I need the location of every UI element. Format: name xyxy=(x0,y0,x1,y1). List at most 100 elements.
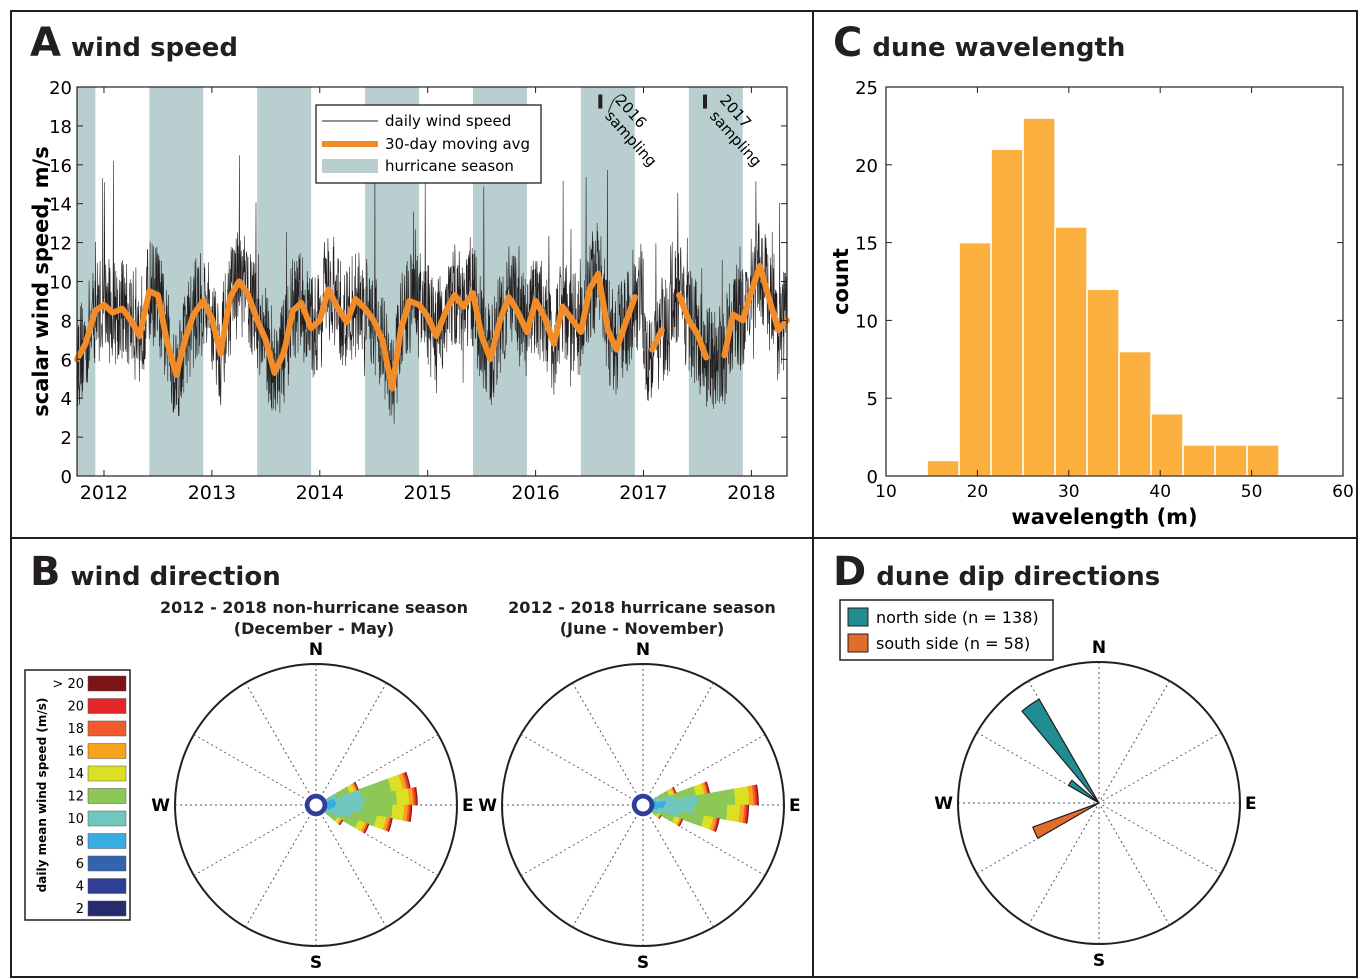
speed-legend: daily mean wind speed (m/s)> 20 20 18 16 14 1… xyxy=(24,669,131,921)
dune-legend-label: south side (n = 58) xyxy=(876,634,1030,653)
rose-petal-segment xyxy=(364,823,370,834)
y-tick-label: 15 xyxy=(855,234,878,255)
legend: daily wind speed 30-day moving avg hurrica… xyxy=(315,104,542,184)
sampling-marker xyxy=(702,94,707,109)
x-tick-label: 2017 xyxy=(619,482,667,504)
rose-petal-segment xyxy=(725,804,741,823)
histogram-bar xyxy=(958,241,992,477)
compass-label-e: E xyxy=(1245,794,1257,814)
rose-petal-segment xyxy=(746,804,750,824)
y-tick-label: 8 xyxy=(61,311,72,332)
x-tick-label: 30 xyxy=(1058,482,1080,502)
y-tick-label: 14 xyxy=(49,195,72,216)
panel-c-letter: C xyxy=(833,20,863,66)
rose-petal-segment xyxy=(415,787,418,806)
rose-center xyxy=(308,797,324,813)
speed-legend-swatch xyxy=(87,900,127,917)
y-tick-label: 4 xyxy=(61,389,72,410)
speed-legend-swatch xyxy=(87,765,127,782)
rose-center xyxy=(635,797,651,813)
panel-frames xyxy=(10,10,1358,978)
x-axis-label: wavelength (m) xyxy=(1011,505,1197,529)
y-axis-label: count xyxy=(829,248,853,315)
x-tick-label: 2014 xyxy=(296,482,344,504)
y-tick-label: 2 xyxy=(61,428,72,449)
y-tick-label: 6 xyxy=(61,350,72,371)
speed-legend-label: 8 xyxy=(76,835,84,850)
compass-label-n: N xyxy=(309,640,323,660)
speed-legend-swatch xyxy=(87,855,127,872)
dune-legend-swatch xyxy=(847,607,869,627)
speed-legend-label: 16 xyxy=(67,745,84,760)
y-tick-label: 10 xyxy=(855,311,878,332)
legend-entry: 30-day moving avg xyxy=(385,135,530,153)
wind-speed-chart: 0 2 4 6 8 10 12 14 16 18 20 2012 2013 2014 2015 2016 201… xyxy=(29,78,790,504)
x-tick-label: 60 xyxy=(1332,482,1354,502)
panel-b-letter: B xyxy=(30,549,61,595)
rose-right-subtitle: 2012 - 2018 hurricane season (June - Nov… xyxy=(462,597,822,639)
compass-label-w: W xyxy=(934,794,953,814)
rose-petal-segment xyxy=(755,784,759,806)
y-tick-label: 5 xyxy=(867,389,878,410)
histogram-bar xyxy=(1150,413,1184,477)
y-tick-label: 0 xyxy=(61,467,72,488)
histogram-bar xyxy=(926,459,960,477)
speed-legend-swatch xyxy=(87,810,127,827)
speed-legend-swatch xyxy=(87,698,127,714)
x-tick-label: 2018 xyxy=(727,482,775,504)
speed-legend-label: 12 xyxy=(67,790,84,805)
rose-petal-segment xyxy=(673,786,677,794)
rose-left-subtitle: 2012 - 2018 non-hurricane season (Decemb… xyxy=(134,597,494,639)
speed-legend-title: daily mean wind speed (m/s) xyxy=(35,698,49,893)
speed-legend-swatch xyxy=(87,675,127,692)
sampling-marker xyxy=(598,94,603,109)
rose-petal-segment xyxy=(391,804,405,821)
legend-season-swatch xyxy=(322,159,378,173)
speed-legend-label: 10 xyxy=(67,812,84,827)
dune-legend-box xyxy=(839,599,1054,661)
dune-wavelength-histogram: 0 5 10 15 20 25 10 20 30 40 50 60 wavelength (m) coun… xyxy=(829,78,1354,529)
x-tick-label: 50 xyxy=(1241,482,1263,502)
y-tick-label: 25 xyxy=(855,78,878,99)
compass-label-e: E xyxy=(789,796,801,816)
dip-petal xyxy=(1021,698,1100,804)
speed-legend-label: 20 xyxy=(67,700,84,715)
x-tick-label: 2015 xyxy=(404,482,452,504)
histogram-bar xyxy=(1086,288,1120,477)
histogram-bar xyxy=(1214,444,1248,477)
y-tick-label: 16 xyxy=(49,156,72,177)
dune-legend: north side (n = 138) south side (n = 58) xyxy=(839,599,1054,661)
panel-d-text: dune dip directions xyxy=(876,562,1161,592)
x-tick-label: 2013 xyxy=(188,482,236,504)
compass-label-n: N xyxy=(1092,638,1106,658)
histogram-bar xyxy=(1054,226,1088,477)
hurricane-season-band xyxy=(77,87,96,476)
compass-label-w: W xyxy=(478,796,497,816)
dune-legend-swatch xyxy=(847,633,869,653)
speed-legend-label: 2 xyxy=(76,902,84,917)
panel-a-letter: A xyxy=(30,20,61,66)
rose-petal-segment xyxy=(733,786,750,806)
compass-label-s: S xyxy=(310,953,322,973)
speed-legend-label: 18 xyxy=(67,722,84,737)
legend-entry: hurricane season xyxy=(385,157,514,175)
panel-b-text: wind direction xyxy=(70,562,281,592)
speed-legend-swatch xyxy=(87,833,127,849)
rose-left-subtitle-line2: (December - May) xyxy=(233,619,395,638)
y-axis-label: scalar wind speed, m/s xyxy=(29,146,53,416)
moving-average-line xyxy=(74,262,790,392)
y-tick-label: 18 xyxy=(49,117,72,138)
rose-petal-segment xyxy=(354,781,359,790)
histogram-bar xyxy=(1118,350,1152,477)
x-tick-label: 2012 xyxy=(80,482,128,504)
dip-petal xyxy=(1067,779,1100,804)
speed-legend-label: 4 xyxy=(76,880,84,895)
rose-petal-segment xyxy=(715,818,720,832)
dip-petal xyxy=(1032,802,1100,840)
